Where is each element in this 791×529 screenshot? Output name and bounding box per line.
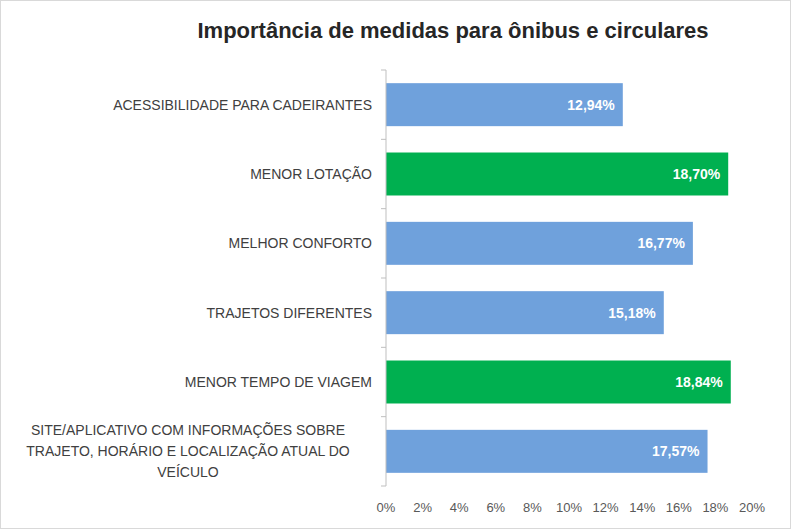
bar [386, 361, 731, 404]
x-tick-label: 8% [523, 500, 542, 515]
category-label: MENOR LOTAÇÃO [250, 166, 372, 182]
x-tick-label: 12% [593, 500, 619, 515]
bar [386, 83, 623, 126]
x-tick-label: 0% [377, 500, 396, 515]
x-tick-label: 16% [666, 500, 692, 515]
y-tick-mark [381, 139, 386, 140]
x-tick-label: 10% [556, 500, 582, 515]
y-tick-mark [381, 278, 386, 279]
data-label: 17,57% [652, 443, 700, 459]
category-label: ACESSIBILIDADE PARA CADEIRANTES [113, 97, 372, 113]
bar [386, 153, 728, 196]
chart-frame [1, 1, 791, 529]
data-label: 16,77% [637, 235, 685, 251]
x-tick-label: 2% [413, 500, 432, 515]
x-tick-label: 20% [739, 500, 765, 515]
y-tick-mark [381, 416, 386, 417]
category-label: MENOR TEMPO DE VIAGEM [185, 374, 372, 390]
category-label: MELHOR CONFORTO [229, 235, 372, 251]
bar [386, 222, 693, 265]
data-label: 18,84% [675, 374, 723, 390]
bar [386, 291, 664, 334]
y-tick-mark [381, 208, 386, 209]
y-tick-mark [381, 70, 386, 71]
title: Importância de medidas para ônibus e cir… [197, 18, 708, 43]
x-tick-label: 6% [486, 500, 505, 515]
data-label: 18,70% [673, 166, 721, 182]
category-label: SITE/APLICATIVO COM INFORMAÇÕES SOBRETRA… [26, 422, 349, 480]
data-label: 12,94% [567, 97, 615, 113]
category-label: TRAJETOS DIFERENTES [207, 305, 372, 321]
y-tick-mark [381, 486, 386, 487]
bar [386, 430, 708, 473]
y-tick-mark [381, 347, 386, 348]
x-tick-label: 4% [450, 500, 469, 515]
bars [386, 83, 731, 473]
x-tick-label: 18% [702, 500, 728, 515]
x-tick-label: 14% [629, 500, 655, 515]
data-label: 15,18% [608, 305, 656, 321]
chart: Importância de medidas para ônibus e cir… [0, 0, 791, 529]
